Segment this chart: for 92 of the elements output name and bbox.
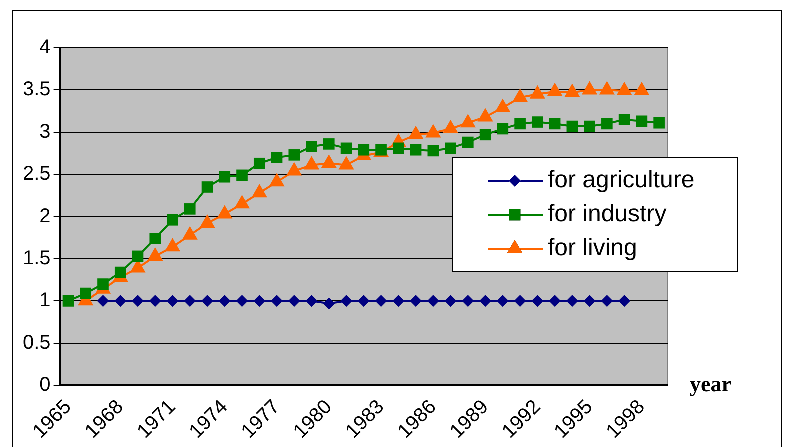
point [618, 295, 631, 308]
point [532, 295, 544, 308]
point [114, 266, 126, 278]
point [442, 120, 459, 134]
point [445, 142, 456, 154]
point [80, 288, 92, 300]
y-tick-label: 2 [40, 205, 51, 228]
point [512, 88, 528, 102]
point [321, 154, 337, 168]
point [480, 295, 492, 308]
point [460, 114, 476, 128]
point [497, 123, 509, 135]
y-tick-label: 3.5 [22, 78, 51, 101]
point [166, 295, 179, 308]
point [202, 295, 214, 308]
point [634, 82, 650, 96]
point [392, 295, 405, 308]
point [184, 295, 196, 308]
point [495, 98, 511, 112]
y-tick-label: 0 [40, 374, 51, 396]
point [478, 108, 494, 122]
point [323, 298, 336, 310]
point [566, 295, 578, 308]
point [340, 295, 353, 308]
point [271, 295, 284, 308]
point [271, 152, 283, 164]
y-tick-label: 0.5 [22, 332, 51, 354]
point [97, 295, 110, 308]
point [426, 124, 442, 138]
y-tick-label: 4 [40, 36, 51, 59]
point [564, 84, 580, 98]
point [514, 295, 526, 308]
point [236, 295, 248, 308]
point [410, 144, 422, 156]
point [547, 82, 563, 96]
point [219, 171, 231, 183]
point [358, 144, 370, 156]
point [532, 116, 544, 128]
point [616, 82, 632, 96]
point [410, 295, 422, 308]
point [566, 120, 578, 132]
legend-label: for industry [548, 200, 667, 228]
point [530, 85, 546, 99]
point [584, 295, 596, 308]
point [444, 295, 457, 308]
point [236, 170, 248, 182]
point [549, 295, 562, 308]
point [306, 141, 318, 152]
point [480, 129, 492, 141]
point [98, 278, 109, 290]
point [549, 118, 561, 130]
point [602, 118, 613, 130]
point [428, 145, 440, 157]
point [514, 118, 526, 130]
point [375, 295, 388, 308]
point [149, 295, 162, 308]
y-tick-label: 1.5 [22, 247, 51, 270]
point [323, 138, 335, 150]
point [496, 295, 509, 308]
point [340, 142, 352, 154]
point [601, 295, 614, 308]
point [462, 295, 474, 308]
point [599, 81, 615, 95]
x-axis-title: year [690, 371, 732, 396]
point [150, 233, 162, 244]
point [132, 295, 144, 308]
point [636, 116, 648, 128]
point [218, 295, 231, 308]
point [427, 295, 440, 308]
legend-label: for agriculture [548, 166, 695, 194]
point [288, 150, 300, 161]
point [306, 295, 318, 308]
point [62, 296, 74, 307]
point [167, 214, 178, 226]
point [202, 182, 214, 193]
point [654, 117, 665, 129]
point [582, 81, 598, 95]
point [132, 250, 144, 262]
point [462, 136, 474, 148]
point [254, 295, 266, 308]
point [358, 295, 370, 308]
legend-label: for living [548, 234, 638, 262]
y-tick-label: 2.5 [22, 163, 51, 186]
point [254, 158, 266, 170]
point [584, 120, 596, 132]
y-tick-label: 3 [40, 120, 51, 143]
point [618, 114, 630, 126]
point [184, 204, 196, 215]
y-tick-label: 1 [40, 290, 51, 312]
point [288, 295, 300, 308]
point [393, 142, 404, 154]
point [114, 295, 127, 308]
